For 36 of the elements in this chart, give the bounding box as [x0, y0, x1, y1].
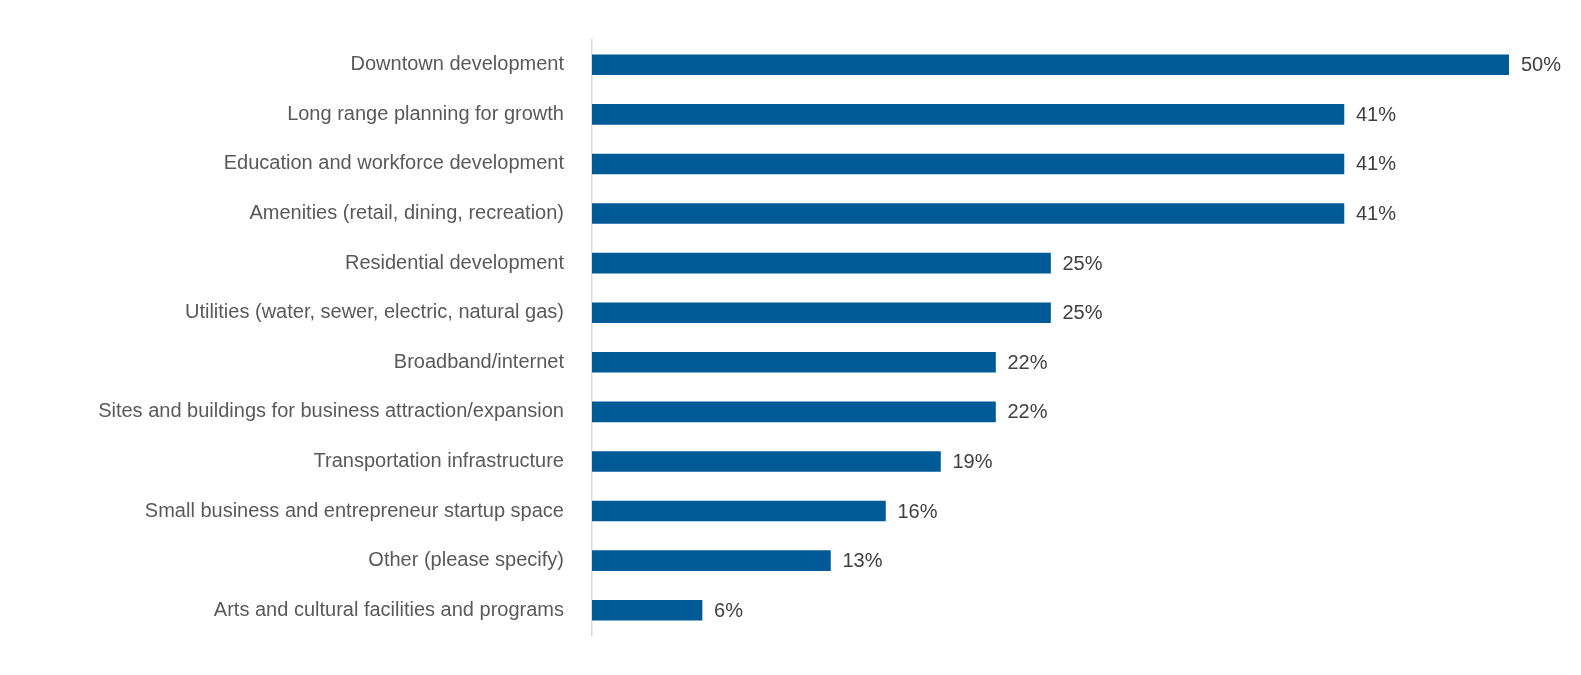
bar: [592, 153, 1345, 175]
bar: [592, 252, 1051, 274]
bar: [592, 104, 1345, 125]
y-tick-label: Arts and cultural facilities and programs: [213, 597, 564, 620]
bar: [592, 599, 703, 621]
y-tick-label: Utilities (water, sewer, electric, natural gas): [184, 300, 564, 323]
bar: [592, 550, 831, 571]
data-label: 41%: [1355, 102, 1397, 125]
y-tick-label: Residential development: [344, 250, 565, 273]
bar: [592, 203, 1345, 224]
data-label: 16%: [897, 499, 938, 522]
data-label: 41%: [1355, 202, 1397, 225]
bar: [592, 351, 996, 373]
data-label: 22%: [1007, 400, 1048, 423]
y-tick-label: Broadband/internet: [393, 349, 565, 372]
bar: [592, 401, 996, 423]
y-tick-label: Downtown development: [350, 52, 565, 75]
y-tick-label: Education and workforce development: [223, 151, 565, 174]
bar: [592, 54, 1509, 76]
bar: [592, 500, 886, 522]
data-label: 41%: [1355, 152, 1397, 175]
data-label: 25%: [1062, 301, 1103, 324]
bar: [592, 302, 1051, 324]
data-label: 22%: [1007, 350, 1048, 373]
bar: [592, 451, 941, 472]
data-label: 13%: [842, 549, 883, 572]
data-label: 50%: [1521, 53, 1562, 76]
y-tick-label: Sites and buildings for business attraction/expansion: [98, 399, 564, 422]
data-label: 6%: [714, 598, 744, 621]
y-tick-label: Small business and entrepreneur startup space: [144, 498, 564, 521]
y-tick-label: Transportation infrastructure: [313, 448, 564, 471]
data-label: 25%: [1062, 251, 1103, 274]
data-label: 19%: [952, 449, 993, 472]
y-tick-label: Other (please specify): [368, 548, 564, 571]
y-tick-label: Amenities (retail, dining, recreation): [249, 201, 564, 224]
y-tick-label: Long range planning for growth: [287, 101, 564, 124]
